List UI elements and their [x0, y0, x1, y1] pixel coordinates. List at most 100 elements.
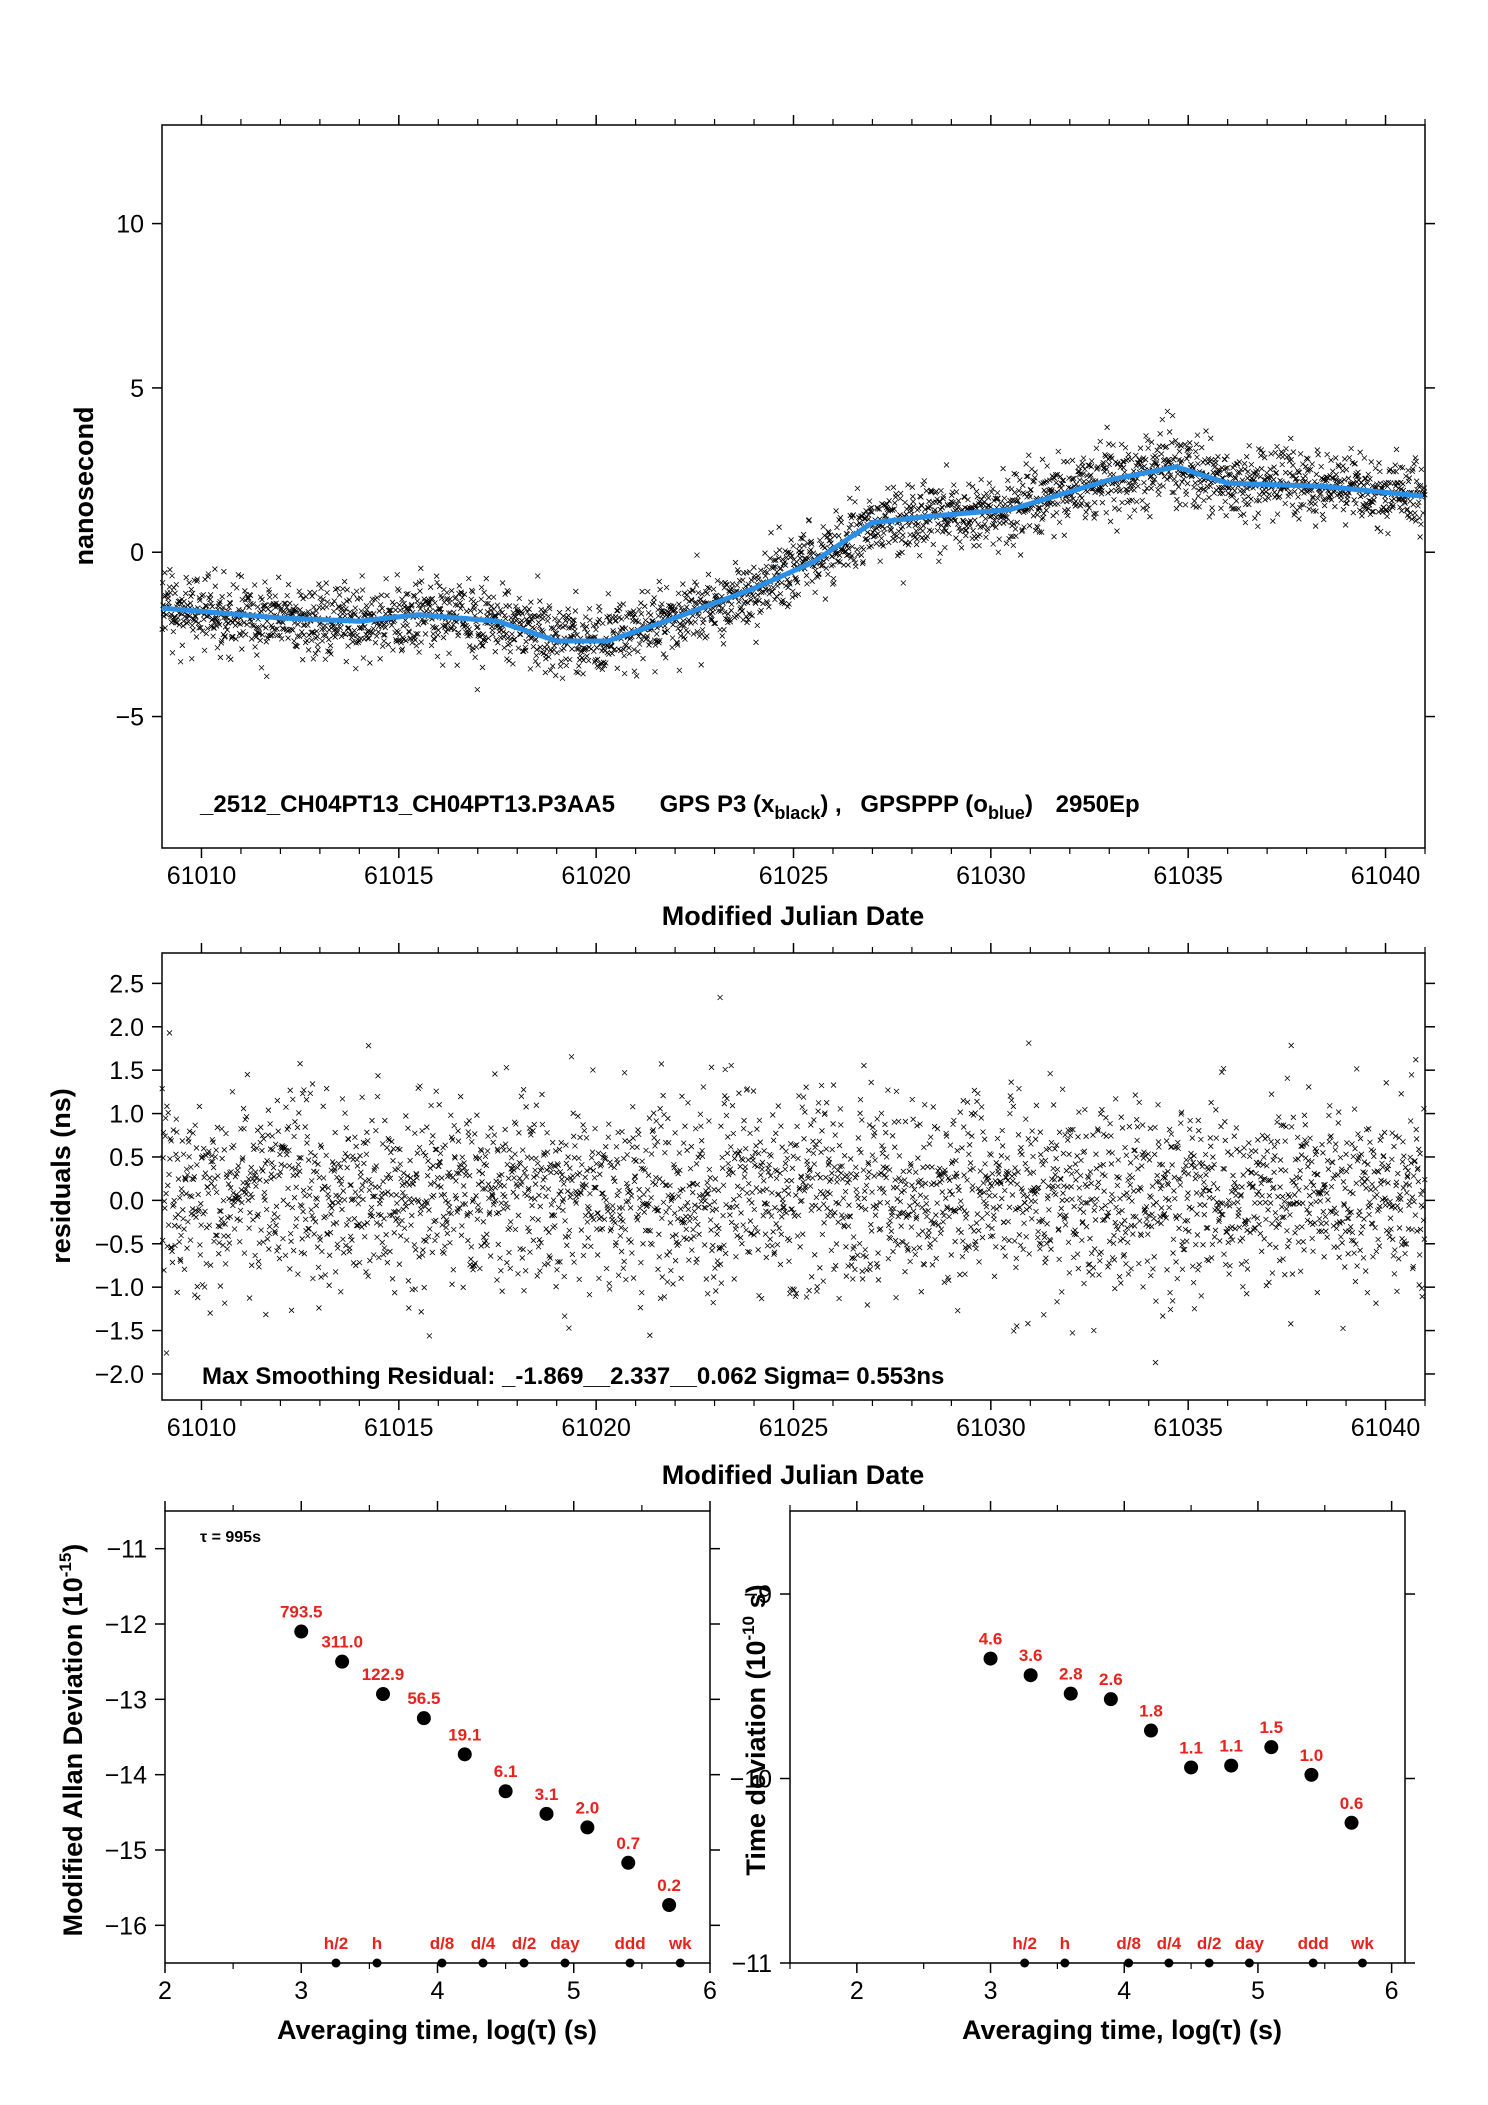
p3-point — [1171, 454, 1178, 460]
p3-point — [927, 489, 934, 495]
residual-point — [598, 1161, 605, 1167]
residual-point — [387, 1248, 393, 1255]
residual-point — [470, 1196, 477, 1203]
residual-point — [295, 1161, 302, 1168]
residual-point — [171, 1222, 178, 1229]
residual-point — [379, 1239, 386, 1246]
residual-point — [593, 1226, 600, 1232]
p3-point — [323, 580, 329, 586]
residual-point — [748, 1230, 755, 1236]
p3-point — [960, 517, 967, 524]
residual-point — [246, 1225, 252, 1231]
p3-point — [1267, 466, 1274, 473]
p3-point — [210, 624, 217, 630]
p3-point — [1044, 463, 1050, 469]
p3-point — [971, 543, 977, 549]
residual-point — [778, 1123, 784, 1129]
residual-point — [544, 1149, 551, 1155]
p3-point — [699, 626, 706, 633]
residual-point — [345, 1136, 352, 1143]
residual-point — [297, 1060, 303, 1067]
p3-point — [927, 517, 933, 524]
p3-point — [565, 606, 571, 612]
residual-point — [794, 1123, 800, 1130]
residual-point — [394, 1215, 401, 1222]
p3-point — [856, 520, 863, 526]
p3-point — [530, 613, 536, 620]
residual-point — [978, 1104, 985, 1110]
residual-point — [827, 1208, 834, 1214]
residual-point — [405, 1125, 411, 1131]
p3-point — [414, 598, 421, 604]
p3-point — [1320, 516, 1327, 523]
residual-point — [800, 1179, 806, 1185]
residual-point — [774, 1241, 781, 1248]
p3-point — [1054, 471, 1061, 478]
p3-point — [342, 613, 348, 619]
residual-point — [409, 1212, 415, 1219]
residual-point — [536, 1237, 543, 1243]
residual-point — [968, 1224, 974, 1230]
p3-point — [415, 621, 422, 628]
p3-point — [542, 669, 549, 676]
residual-point — [491, 1132, 498, 1138]
residual-point — [485, 1181, 492, 1187]
residual-point — [756, 1117, 763, 1124]
p3-point — [1086, 505, 1092, 511]
p3-point — [799, 535, 806, 542]
p3-point — [346, 597, 353, 603]
p3-point — [1032, 527, 1039, 534]
residual-point — [825, 1213, 831, 1219]
p3-point — [739, 608, 746, 614]
p3-point — [729, 581, 736, 587]
residual-point — [415, 1197, 421, 1203]
p3-point — [1253, 497, 1260, 504]
p3-point — [310, 656, 317, 662]
p3-point — [1194, 454, 1200, 461]
p3-point — [760, 600, 766, 607]
residual-point — [176, 1239, 183, 1245]
residual-point — [483, 1162, 490, 1169]
p3-point — [584, 630, 591, 636]
p3-point — [865, 516, 872, 522]
p3-point — [1083, 509, 1089, 515]
p3-point — [1207, 435, 1214, 442]
p3-point — [458, 589, 464, 595]
p3-point — [608, 643, 615, 650]
residual-point — [474, 1112, 480, 1118]
p3-point — [1043, 507, 1050, 513]
residual-point — [254, 1213, 261, 1220]
p3-point — [1159, 416, 1166, 423]
p3-point — [432, 608, 439, 614]
p3-point — [1122, 444, 1129, 451]
p3-point — [983, 490, 990, 497]
p3-point — [676, 667, 683, 674]
residual-point — [655, 1266, 661, 1273]
p3-point — [415, 631, 421, 637]
residual-point — [396, 1261, 403, 1267]
p3-point — [552, 630, 559, 636]
p3-point — [1222, 465, 1229, 472]
p3-point — [431, 625, 437, 631]
residual-point — [287, 1087, 294, 1094]
residual-point — [610, 1208, 616, 1214]
residual-point — [724, 1150, 731, 1157]
residual-point — [750, 1088, 757, 1094]
p3-point — [768, 529, 774, 536]
p3-point — [180, 623, 186, 629]
p3-point — [1093, 445, 1100, 452]
residual-point — [276, 1255, 283, 1262]
p3-point — [860, 546, 867, 553]
p3-point — [511, 636, 518, 643]
residual-point — [246, 1295, 253, 1301]
p3-point — [890, 484, 897, 491]
residual-point — [429, 1249, 436, 1256]
p3-point — [243, 602, 250, 609]
residual-point — [174, 1289, 180, 1296]
residual-point — [241, 1250, 248, 1256]
p3-point — [798, 535, 804, 542]
residual-point — [518, 1093, 525, 1100]
p3-point — [569, 646, 575, 652]
p3-point — [1140, 505, 1146, 511]
residual-point — [868, 1079, 874, 1086]
